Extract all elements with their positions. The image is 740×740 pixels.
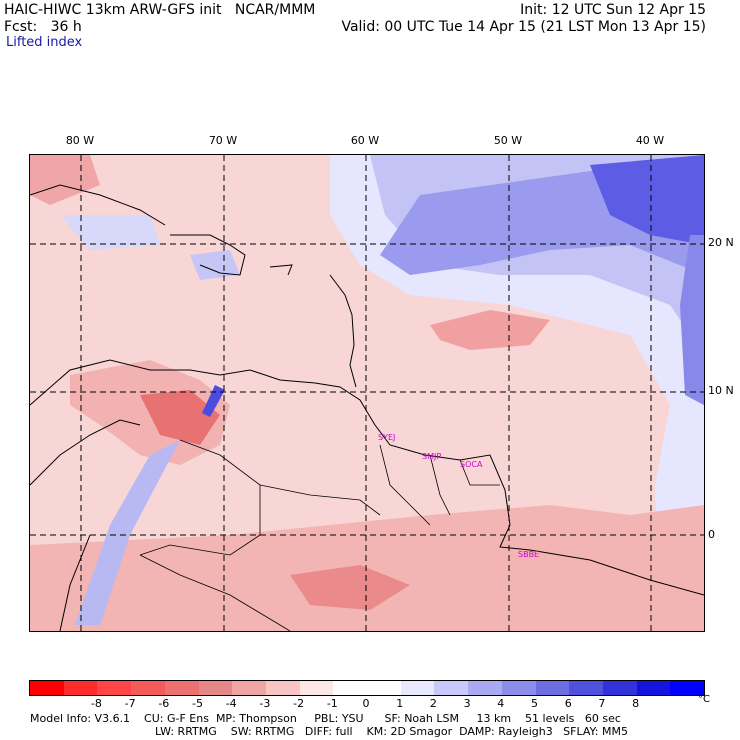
stable-region-core	[590, 155, 704, 245]
colorbar-tick-label: -6	[158, 697, 170, 710]
colorbar-tick-label: 8	[632, 697, 640, 710]
unstable-core-amazon	[290, 565, 410, 610]
colorbar-tick-label: -3	[259, 697, 271, 710]
colorbar-cell	[63, 681, 98, 695]
country-borders	[139, 439, 500, 631]
colorbar-cell	[30, 681, 64, 695]
unstable-patch-atlantic	[430, 310, 550, 350]
colorbar-tick-label: 2	[429, 697, 437, 710]
colorbar-tick-label: 3	[463, 697, 471, 710]
colorbar-tick-label: 4	[497, 697, 505, 710]
colorbar-tick-label: 5	[531, 697, 538, 710]
andes-stable-stripe	[75, 440, 180, 625]
colorbar-cell	[569, 681, 603, 695]
colorbar-tick-label: -5	[192, 697, 203, 710]
lat-label-10n: 10 N	[708, 384, 734, 397]
caribbean-stable-patch	[60, 215, 160, 250]
graticule	[30, 155, 704, 631]
colorbar-cell	[602, 681, 637, 695]
colorbar-cell	[535, 681, 570, 695]
colorbar-tick-label: -2	[293, 697, 305, 710]
colorbar	[29, 680, 705, 696]
colorbar-cell	[434, 681, 469, 695]
lon-label-50w: 50 W	[493, 134, 523, 147]
colorbar-cell	[97, 681, 132, 695]
colorbar-tick-label: -1	[326, 697, 338, 710]
colorbar-cell	[232, 681, 266, 695]
map-panel: SYEJ SMJP SOCA SBBE	[29, 154, 705, 632]
model-title: HAIC-HIWC 13km ARW-GFS init NCAR/MMM	[4, 2, 316, 18]
lon-label-40w: 40 W	[635, 134, 665, 147]
header-left: HAIC-HIWC 13km ARW-GFS init NCAR/MMM Fcst…	[4, 2, 315, 36]
colorbar-cell	[501, 681, 536, 695]
colorbar-cell	[164, 681, 199, 695]
colorbar-cell	[670, 681, 705, 695]
colorbar-cell	[198, 681, 233, 695]
model-info-line2: LW: RRTMG SW: RRTMG DIFF: full KM: 2D Sm…	[155, 725, 628, 738]
colorbar-cell	[367, 681, 401, 695]
lat-label-equator: 0	[708, 528, 715, 541]
forecast-hour: Fcst: 36 h	[4, 19, 82, 35]
station-labels: SYEJ SMJP SOCA SBBE	[378, 433, 539, 559]
station-syej: SYEJ	[378, 433, 395, 442]
model-info-line1: Model Info: V3.6.1 CU: G-F Ens MP: Thomp…	[30, 712, 621, 725]
station-soca: SOCA	[460, 460, 483, 469]
lon-label-60w: 60 W	[350, 134, 380, 147]
colorbar-tick-label: 7	[598, 697, 606, 710]
lifted-index-map: SYEJ SMJP SOCA SBBE	[30, 155, 704, 631]
colorbar-cell	[299, 681, 334, 695]
init-time: Init: 12 UTC Sun 12 Apr 15	[520, 2, 706, 18]
colorbar-tick-label: -8	[90, 697, 102, 710]
colorbar-cell	[333, 681, 368, 695]
lon-label-70w: 70 W	[208, 134, 238, 147]
colorbar-cell	[400, 681, 435, 695]
field-name: Lifted index	[6, 35, 83, 50]
colorbar-tick-label: 1	[396, 697, 404, 710]
unstable-patch-cuba	[30, 155, 100, 205]
colorbar-tick-label: -4	[225, 697, 237, 710]
hispaniola-stable-patch	[190, 250, 240, 280]
colorbar-cell	[265, 681, 300, 695]
colorbar-tick-label: 6	[564, 697, 572, 710]
station-sbbe: SBBE	[518, 550, 539, 559]
colorbar-unit: °C	[698, 694, 710, 705]
lon-label-80w: 80 W	[65, 134, 95, 147]
stable-region-east	[680, 235, 704, 405]
colorbar-tick-label: -7	[124, 697, 136, 710]
colorbar-cell	[468, 681, 502, 695]
colorbar-cell	[636, 681, 671, 695]
coastlines	[30, 184, 704, 631]
unstable-core-colombia	[140, 390, 220, 445]
header-right: Init: 12 UTC Sun 12 Apr 15 Valid: 00 UTC …	[341, 2, 706, 36]
colorbar-cell	[131, 681, 165, 695]
colorbar-tick-label: 0	[362, 697, 370, 710]
lat-label-20n: 20 N	[708, 236, 734, 249]
valid-time: Valid: 00 UTC Tue 14 Apr 15 (21 LST Mon …	[341, 19, 706, 35]
maracaibo-stable-spot	[202, 385, 225, 417]
station-smjp: SMJP	[422, 452, 441, 461]
